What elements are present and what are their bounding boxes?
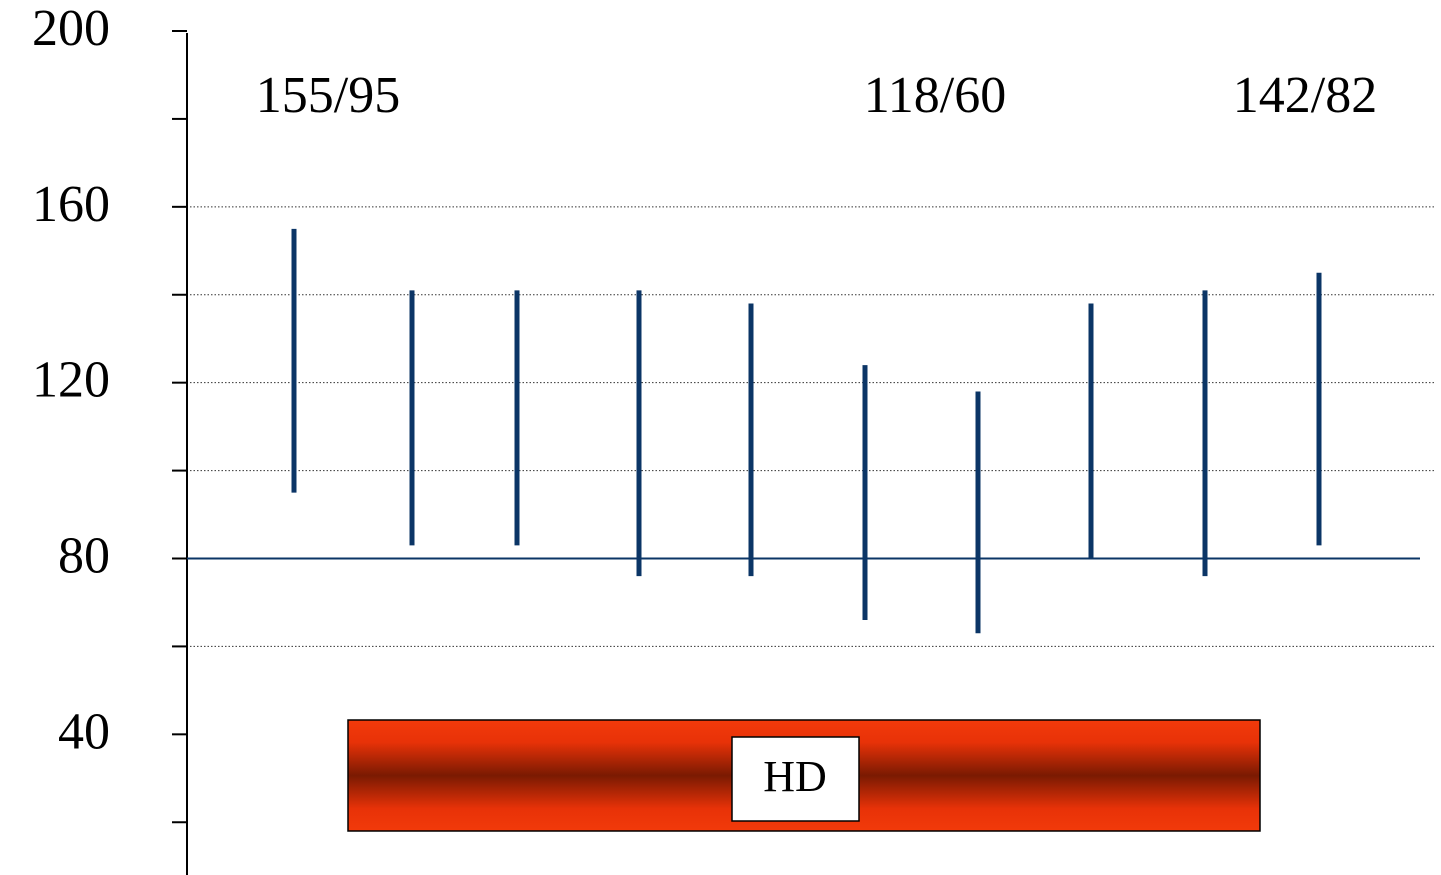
y-tick-label: 120: [32, 352, 110, 409]
annotation: 155/95: [256, 67, 400, 124]
y-tick-label: 80: [58, 527, 110, 584]
y-tick-label: 40: [58, 703, 110, 760]
annotation: 118/60: [864, 67, 1007, 124]
y-tick-label: 200: [32, 0, 110, 57]
annotation: 142/82: [1233, 67, 1377, 124]
y-tick-label: 160: [32, 176, 110, 233]
hd-label-box: [731, 736, 860, 822]
hd-label: HD: [763, 752, 827, 801]
